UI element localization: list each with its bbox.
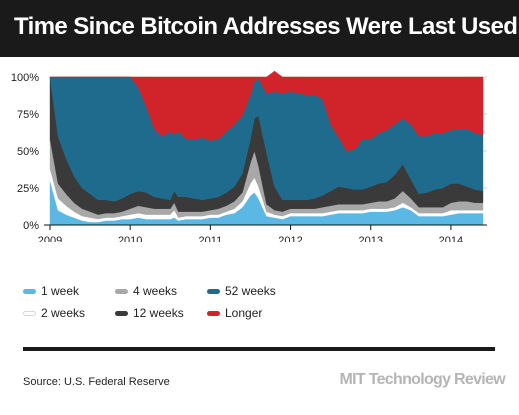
legend-swatch (115, 288, 128, 294)
legend-swatch (207, 310, 220, 316)
x-tick-label: 2013 (358, 235, 382, 242)
legend-label: 1 week (41, 284, 80, 298)
x-tick-label: 2014 (439, 235, 463, 242)
legend-label: 12 weeks (133, 306, 184, 320)
legend-swatch (207, 288, 220, 294)
legend-label: 4 weeks (133, 284, 178, 298)
legend-label: Longer (225, 306, 263, 320)
legend-item-12-weeks: 12 weeks (115, 306, 184, 320)
chart-title: Time Since Bitcoin Addresses Were Last U… (14, 13, 518, 40)
legend-item-4-weeks: 4 weeks (115, 284, 177, 298)
legend-swatch (23, 288, 36, 294)
x-tick-label: 2011 (199, 235, 223, 242)
y-tick-label: 75% (17, 109, 39, 121)
legend-item-longer: Longer (207, 306, 262, 320)
legend-swatch (115, 310, 128, 316)
legend-item-2-weeks: 2 weeks (23, 306, 85, 320)
title-bar: Time Since Bitcoin Addresses Were Last U… (0, 0, 519, 57)
stacked-area-chart: 0% 25% 50% 75% 100% 2009 2010 2011 2012 2013 2014 (11, 70, 487, 242)
source-note: Source: U.S. Federal Reserve (23, 376, 170, 388)
publisher-logo: MIT Technology Review (339, 371, 506, 388)
footer-divider (23, 347, 495, 351)
y-tick-label: 0% (23, 220, 39, 232)
y-tick-label: 50% (17, 146, 39, 158)
legend-item-52-weeks: 52 weeks (207, 284, 276, 298)
x-tick-label: 2009 (38, 235, 62, 242)
y-tick-label: 100% (11, 72, 39, 84)
x-tick-label: 2010 (118, 235, 142, 242)
legend-swatch (23, 310, 36, 316)
legend-label: 52 weeks (225, 284, 276, 298)
series-area-longer (50, 70, 484, 152)
legend-label: 2 weeks (41, 306, 86, 320)
legend-item-1-week: 1 week (23, 284, 79, 298)
x-tick-label: 2012 (278, 235, 302, 242)
y-tick-label: 25% (17, 183, 39, 195)
